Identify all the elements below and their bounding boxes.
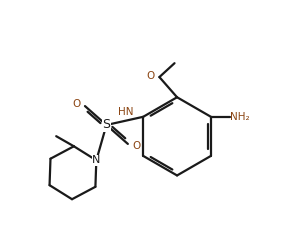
Text: O: O (147, 71, 155, 81)
Text: N: N (92, 155, 100, 165)
Text: O: O (132, 141, 141, 151)
Text: O: O (72, 99, 80, 109)
Text: HN: HN (118, 106, 134, 117)
Text: NH₂: NH₂ (230, 112, 250, 122)
Text: S: S (102, 118, 110, 132)
